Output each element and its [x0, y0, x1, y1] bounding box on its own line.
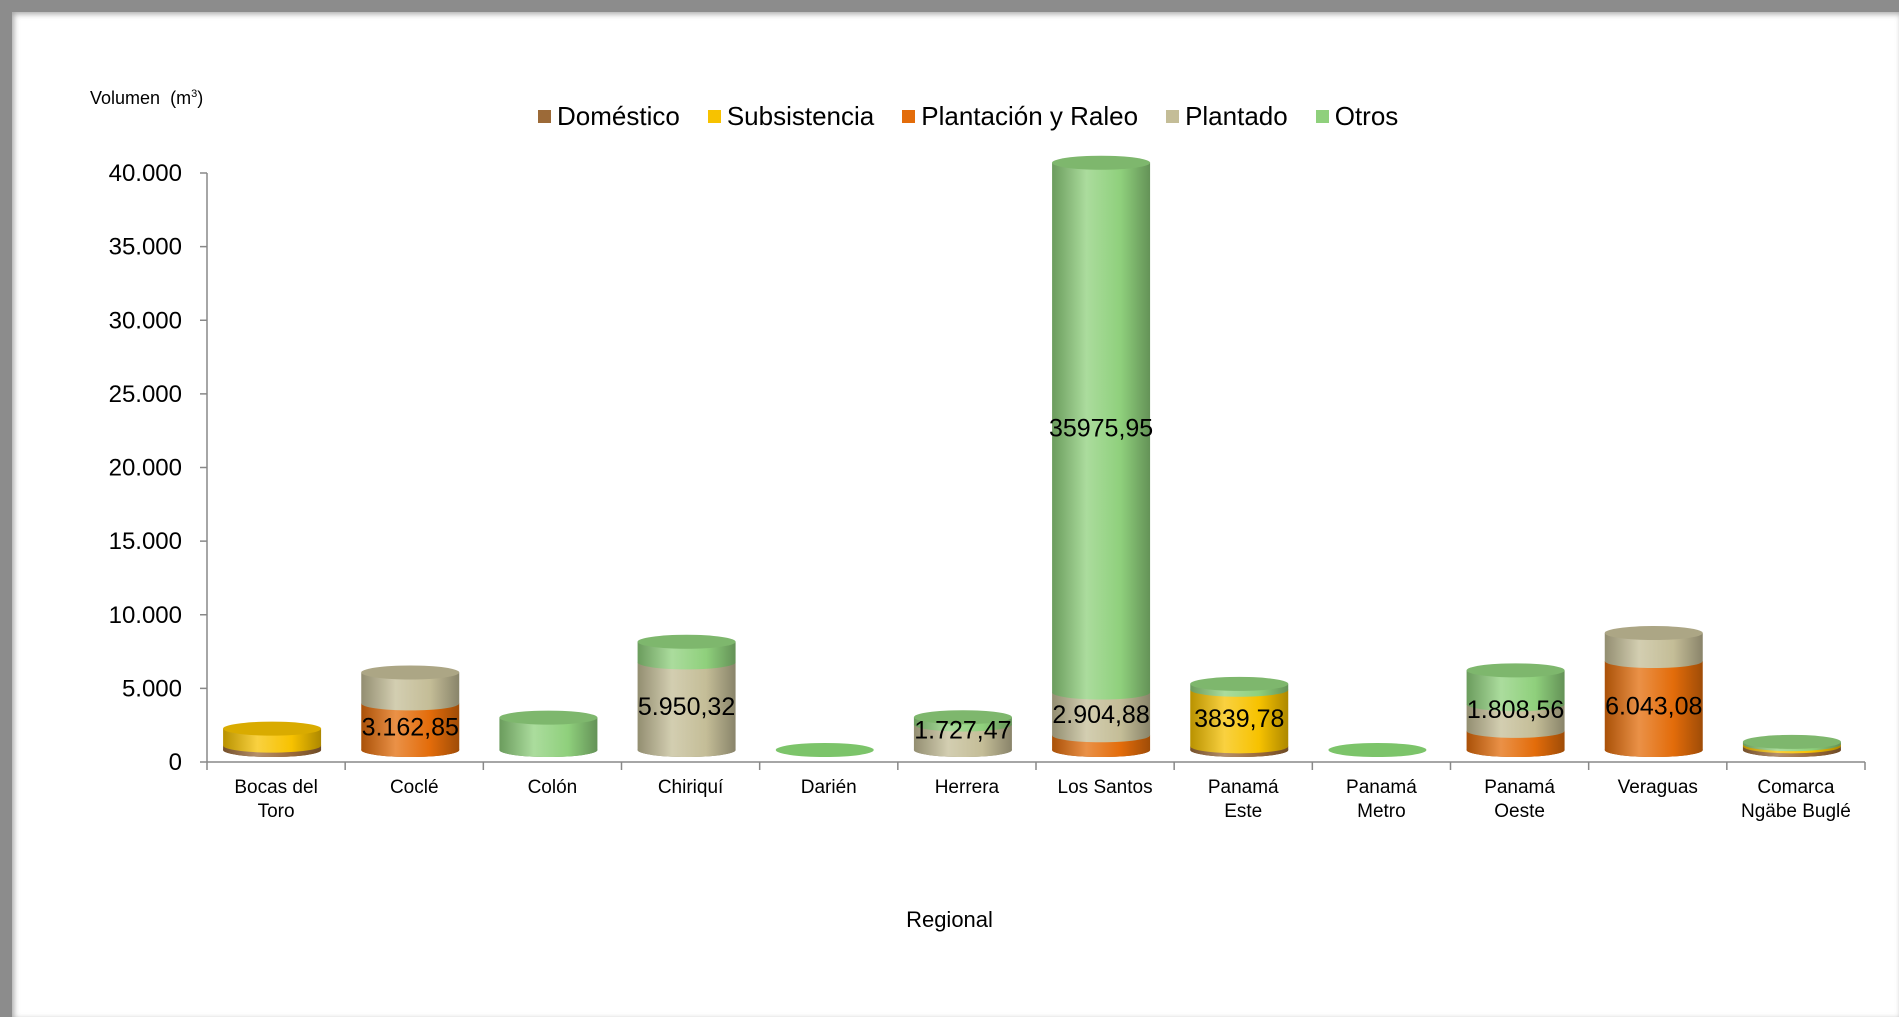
chart-legend: Doméstico Subsistencia Plantación y Raleo P…: [538, 101, 1426, 132]
x-tick-label: Comarca: [1757, 777, 1835, 798]
legend-item: Plantación y Raleo: [902, 101, 1138, 132]
y-axis-title: Volumen (m3): [90, 88, 203, 109]
y-tick-label: 20.000: [109, 455, 182, 482]
legend-item: Plantado: [1166, 101, 1288, 132]
data-label: 3.162,85: [362, 714, 459, 742]
bar-segment: [1604, 661, 1703, 757]
bar-top: [637, 634, 736, 649]
legend-label: Plantación y Raleo: [921, 101, 1139, 131]
data-label: 35975,95: [1049, 415, 1153, 443]
data-label: 5.950,32: [638, 693, 735, 721]
x-tick-label: Los Santos: [1058, 777, 1153, 798]
data-label: 2.904,88: [1052, 701, 1149, 729]
y-axis-unit-close: ): [197, 88, 204, 108]
y-tick-label: 0: [169, 749, 182, 776]
legend-label: Otros: [1334, 101, 1399, 131]
x-tick-label: Toro: [258, 801, 295, 822]
y-tick-label: 5.000: [122, 675, 182, 702]
bar-top: [913, 710, 1012, 725]
x-tick-label: Veraguas: [1618, 777, 1698, 798]
x-tick-label: Bocas del: [234, 777, 317, 798]
x-tick-label: Darién: [801, 777, 857, 798]
bar-segment: [913, 724, 1012, 757]
data-label: 1.727,47: [914, 717, 1011, 745]
x-tick-label: Ngäbe Buglé: [1741, 801, 1851, 822]
bar-empty-cap: [1328, 743, 1427, 757]
legend-swatch: [902, 110, 916, 123]
bar-segment: [637, 641, 736, 670]
bar-segment: [361, 703, 460, 757]
legend-swatch: [1315, 110, 1329, 123]
bar-segment: [1466, 670, 1565, 712]
x-tick-label: Panamá: [1208, 777, 1279, 798]
legend-swatch: [538, 110, 551, 123]
x-tick-label: Colón: [528, 777, 578, 798]
y-tick-label: 15.000: [109, 528, 182, 555]
bar-segment: [637, 662, 736, 757]
x-tick-label: Panamá: [1346, 777, 1417, 798]
y-tick-label: 30.000: [109, 307, 182, 334]
y-tick-label: 35.000: [109, 234, 182, 261]
x-tick-label: Metro: [1357, 801, 1406, 822]
x-tick-label: Panamá: [1484, 777, 1555, 798]
legend-swatch: [707, 110, 721, 123]
data-label: 3839,78: [1194, 705, 1284, 733]
bar-segment: [361, 672, 460, 711]
bar-top: [1466, 663, 1565, 678]
bar-top: [1190, 676, 1289, 691]
bar-empty-cap: [775, 743, 874, 757]
bar-segment: [1604, 633, 1703, 669]
bar-segment: [499, 717, 598, 757]
bar-segment: [1052, 692, 1151, 743]
legend-label: Doméstico: [557, 101, 680, 131]
bar-top: [361, 665, 460, 680]
x-tick-label: Herrera: [935, 777, 1000, 798]
data-label: 1.808,56: [1467, 696, 1564, 724]
legend-label: Plantado: [1185, 101, 1288, 131]
x-tick-label: Este: [1224, 801, 1262, 822]
bar-top: [499, 710, 598, 725]
y-tick-label: 40.000: [109, 160, 182, 187]
legend-item: Otros: [1315, 101, 1399, 132]
data-label: 6.043,08: [1605, 693, 1702, 721]
legend-item: Doméstico: [538, 101, 680, 132]
bar-segment: [1466, 704, 1565, 738]
x-tick-label: Chiriquí: [658, 777, 724, 798]
bar-top: [1052, 155, 1151, 170]
chart-area: [12, 12, 1899, 1017]
y-axis-unit: (m: [170, 88, 192, 108]
legend-label: Subsistencia: [726, 101, 875, 131]
y-tick-label: 10.000: [109, 602, 182, 629]
legend-swatch: [1166, 110, 1180, 123]
bar-top: [1604, 626, 1703, 641]
x-tick-label: Coclé: [390, 777, 439, 798]
y-axis-unit-exponent: 3: [191, 88, 198, 100]
bar-segment: [1190, 689, 1289, 754]
y-axis-title-text: Volumen: [90, 88, 161, 108]
bar-segment: [1466, 730, 1565, 757]
bar-segment: [1052, 162, 1151, 700]
x-axis-title: Regional: [906, 907, 993, 932]
bar-top: [223, 721, 322, 736]
bar-top: [1742, 734, 1841, 749]
x-tick-label: Oeste: [1494, 801, 1545, 822]
legend-item: Subsistencia: [707, 101, 875, 132]
y-tick-label: 25.000: [109, 381, 182, 408]
